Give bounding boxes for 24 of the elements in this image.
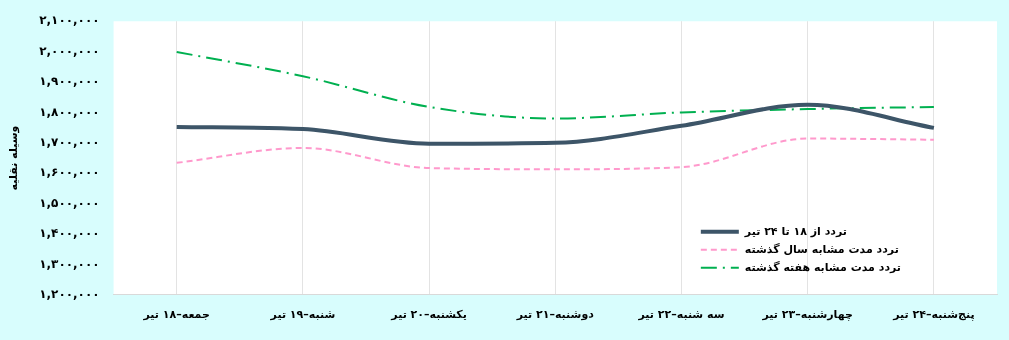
y-tick-label: ۱,۷۰۰,۰۰۰ — [39, 134, 100, 149]
line-series — [174, 102, 936, 146]
y-tick-label: ۱,۳۰۰,۰۰۰ — [39, 256, 100, 271]
legend-label: تردد مدت مشابه سال گذشته — [744, 242, 899, 256]
y-tick-label: ۱,۵۰۰,۰۰۰ — [39, 195, 100, 210]
x-tick-label: چهارشنبه–۲۳ تیر — [761, 308, 853, 322]
legend-label: تردد از ۱۸ تا ۲۴ تیر — [743, 224, 847, 238]
x-tick-label: سه شنبه–۲۲ تیر — [637, 308, 725, 322]
line-series — [175, 137, 935, 171]
y-tick-label: ۲,۰۰۰,۰۰۰ — [39, 43, 100, 58]
y-tick-label: ۱,۶۰۰,۰۰۰ — [39, 165, 100, 180]
y-tick-label: ۱,۲۰۰,۰۰۰ — [39, 286, 100, 301]
x-tick-label: پنج‌شنبه–۲۴ تیر — [892, 308, 975, 322]
x-tick-label: شنبه–۱۹ تیر — [269, 308, 336, 322]
y-tick-label: ۱,۸۰۰,۰۰۰ — [39, 104, 100, 119]
y-tick-label: ۲,۱۰۰,۰۰۰ — [39, 13, 100, 28]
line-series — [175, 50, 935, 120]
y-axis-title: وسیله نقلیه — [7, 125, 21, 191]
y-tick-label: ۱,۹۰۰,۰۰۰ — [39, 74, 100, 89]
legend-label: تردد مدت مشابه هفته گذشته — [744, 260, 901, 274]
y-tick-label: ۱,۴۰۰,۰۰۰ — [39, 226, 100, 241]
x-tick-label: یکشنبه–۲۰ تیر — [390, 308, 467, 322]
x-tick-label: دوشنبه–۲۱ تیر — [515, 308, 595, 322]
x-tick-label: جمعه–۱۸ تیر — [142, 308, 210, 322]
